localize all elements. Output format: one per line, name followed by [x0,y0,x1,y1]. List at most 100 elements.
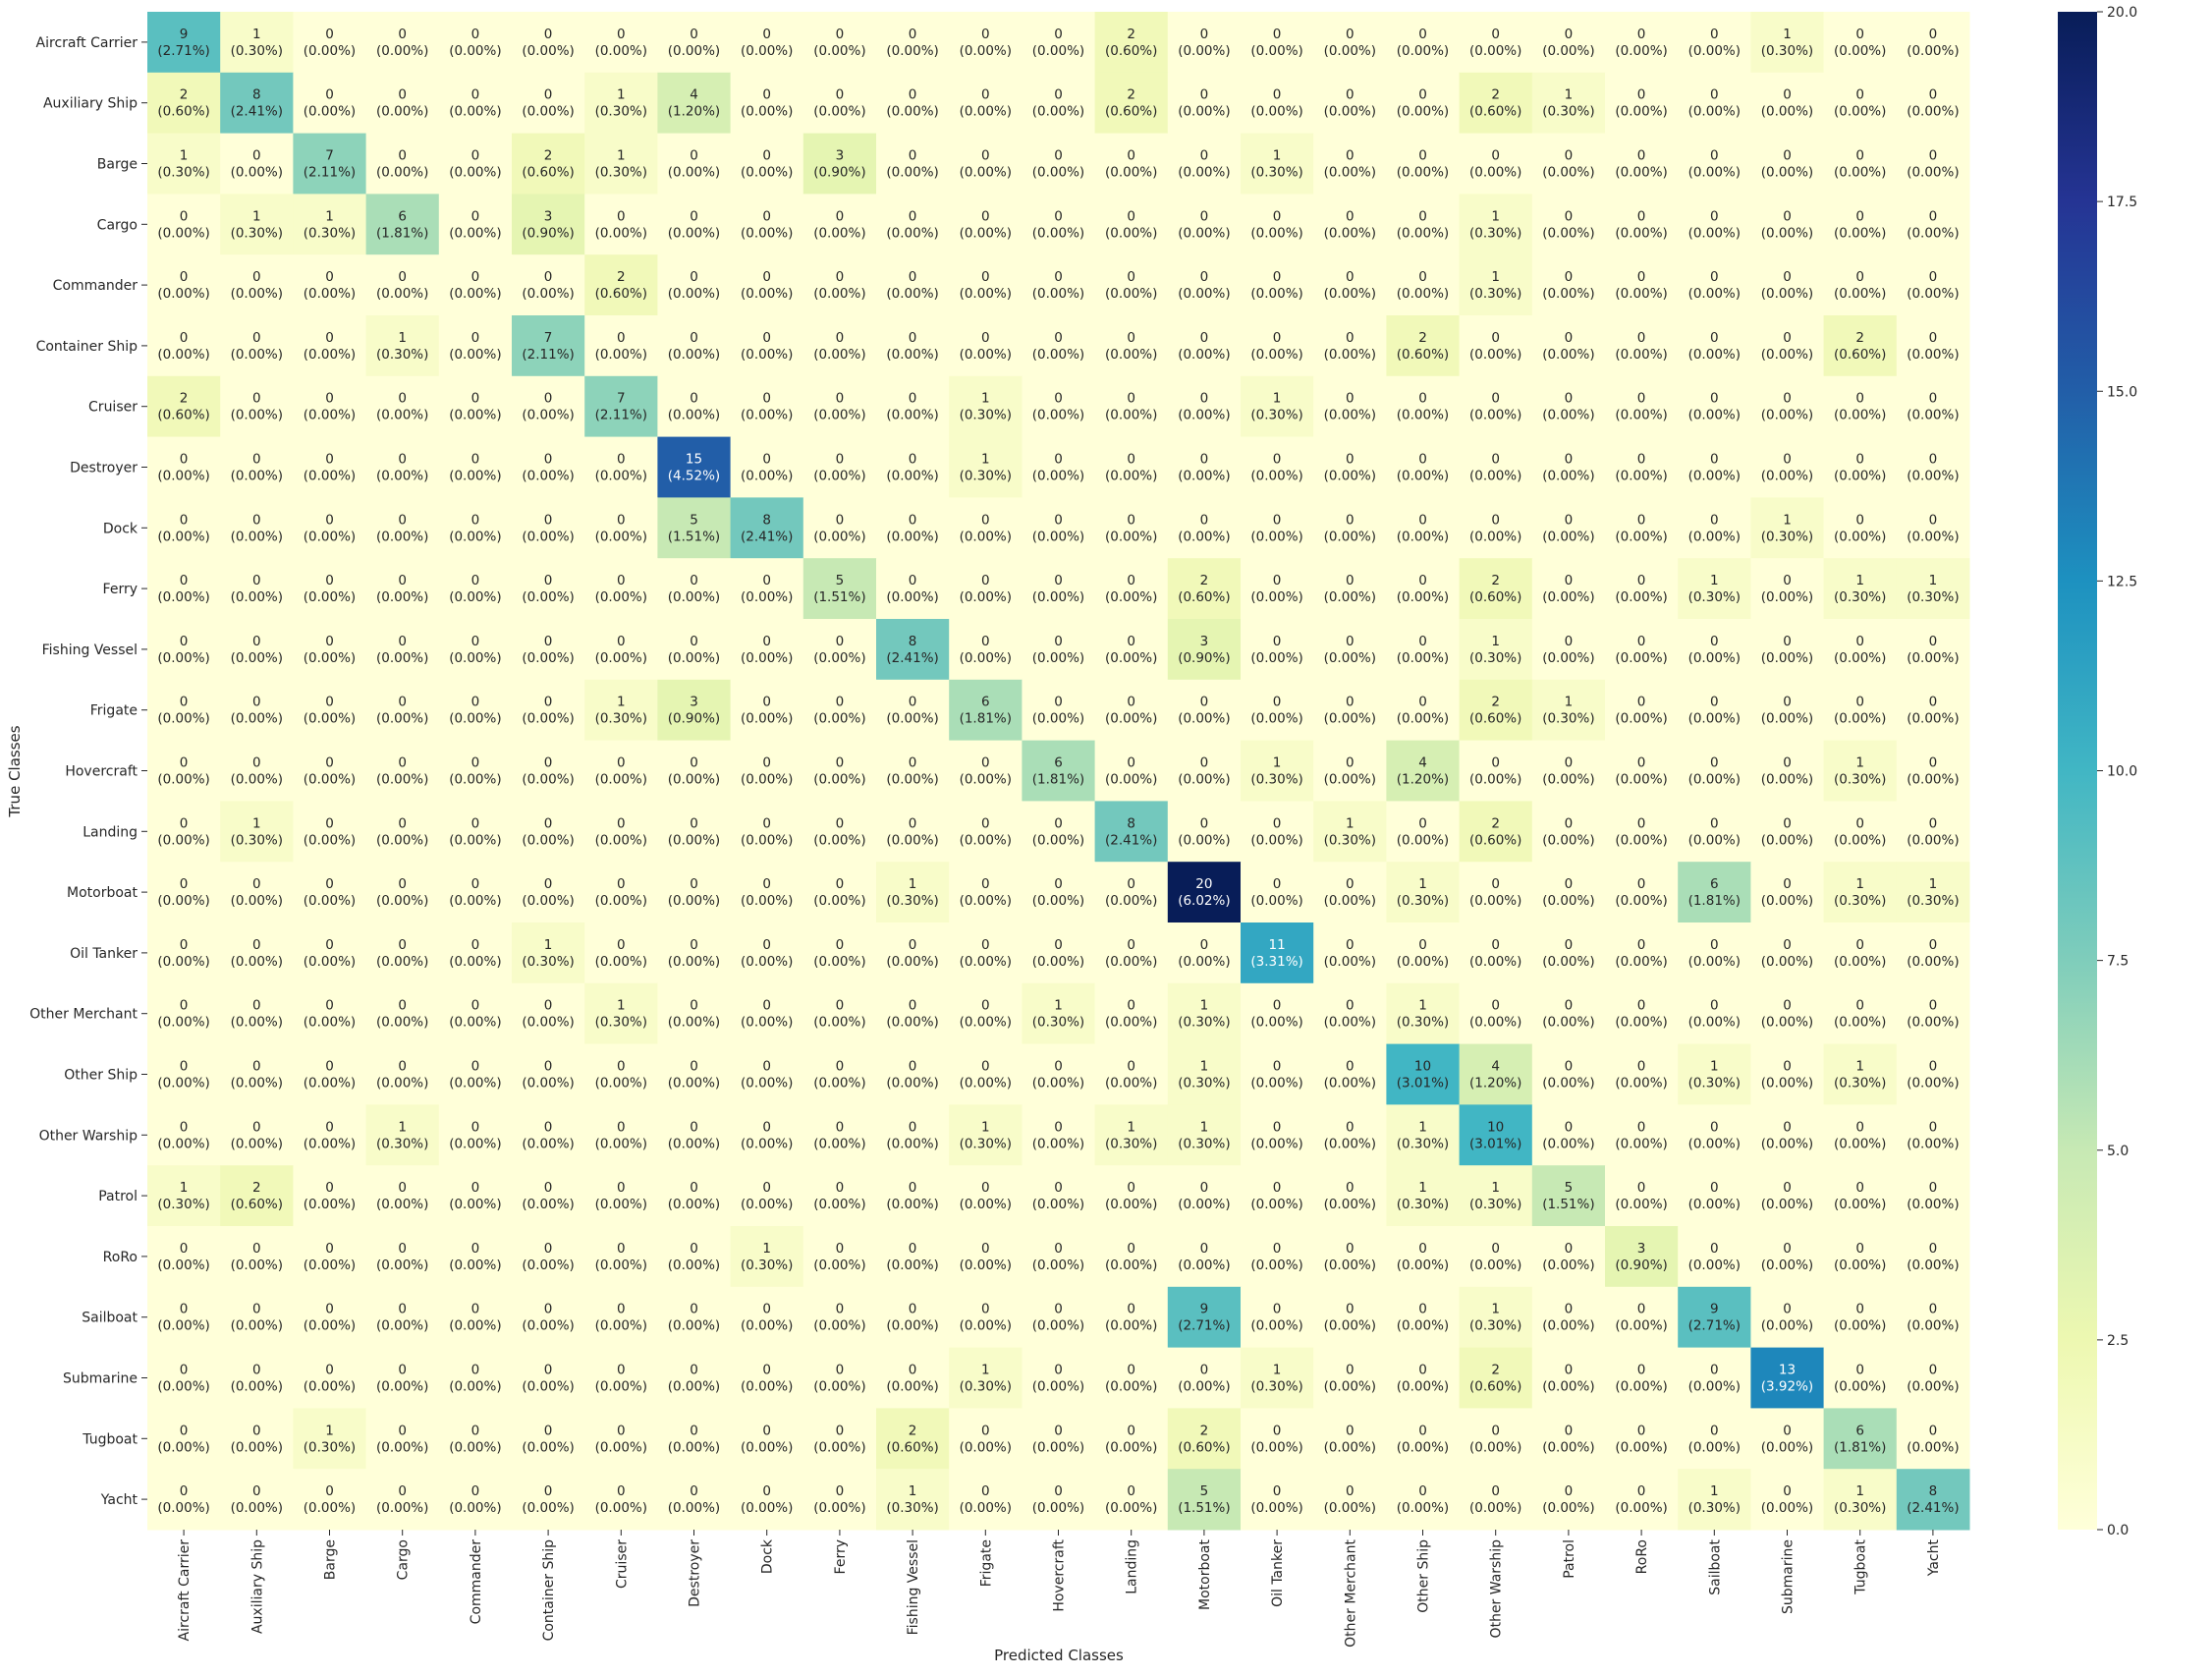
cell-count-label: 0 [836,876,845,892]
cell-count-label: 0 [180,815,189,831]
cell-count-label: 0 [1054,1119,1063,1135]
cell-percent-label: (0.90%) [1615,1258,1667,1273]
cell-percent-label: (2.11%) [522,347,574,363]
heatmap-cell [293,740,367,802]
cell-count-label: 0 [981,573,990,588]
cell-percent-label: (0.00%) [595,347,647,363]
cell-count-label: 0 [1855,937,1864,953]
cell-percent-label: (0.00%) [1324,1136,1376,1151]
heatmap-cell [1386,254,1461,316]
y-tick-label: Other Merchant [29,1007,138,1023]
cell-percent-label: (0.00%) [1761,408,1813,423]
cell-count-label: 0 [1200,269,1209,285]
cell-percent-label: (0.00%) [595,529,647,544]
cell-percent-label: (0.00%) [960,1015,1012,1031]
cell-count-label: 0 [1200,1363,1209,1378]
cell-percent-label: (0.00%) [157,772,209,788]
cell-count-label: 1 [252,27,261,42]
heatmap-cell [293,12,367,74]
cell-percent-label: (0.00%) [960,1439,1012,1455]
cell-percent-label: (0.00%) [886,832,938,848]
cell-percent-label: (0.00%) [231,1379,283,1395]
cell-percent-label: (0.00%) [1250,1439,1302,1455]
cell-count-label: 0 [1418,1363,1427,1378]
heatmap-cell [147,254,221,316]
cell-count-label: 0 [1127,330,1135,346]
cell-count-label: 0 [325,937,334,953]
cell-count-label: 0 [1565,1423,1574,1438]
cell-count-label: 1 [1855,573,1864,588]
cell-percent-label: (0.00%) [1542,165,1594,181]
cell-count-label: 0 [544,998,553,1014]
heatmap-cell [1022,254,1096,316]
x-tick-label: Aircraft Carrier [177,1539,193,1642]
cell-count-label: 0 [1491,391,1500,407]
cell-count-label: 1 [1855,755,1864,771]
cell-count-label: 0 [836,937,845,953]
cell-percent-label: (0.00%) [1105,1015,1157,1031]
cell-count-label: 3 [1637,1241,1646,1257]
cell-percent-label: (0.00%) [595,772,647,788]
heatmap-cell [876,801,950,863]
cell-count-label: 8 [1127,815,1135,831]
cell-count-label: 0 [252,1423,261,1438]
cell-percent-label: (0.00%) [1834,529,1886,544]
heatmap-cell [438,194,513,255]
cell-percent-label: (0.00%) [960,1318,1012,1334]
cell-percent-label: (0.00%) [522,43,574,59]
cell-percent-label: (0.00%) [741,1076,793,1091]
cell-count-label: 0 [252,695,261,710]
cell-count-label: 2 [1200,573,1209,588]
cell-count-label: 0 [1200,391,1209,407]
cell-percent-label: (0.00%) [1761,832,1813,848]
cell-percent-label: (0.00%) [886,408,938,423]
cell-percent-label: (0.00%) [1615,1136,1667,1151]
cell-percent-label: (0.60%) [1105,43,1157,59]
heatmap-cell [1678,133,1751,195]
cell-percent-label: (0.00%) [1615,469,1667,484]
cell-percent-label: (0.00%) [449,1076,501,1091]
cell-count-label: 0 [544,512,553,528]
cell-percent-label: (0.00%) [595,1076,647,1091]
heatmap-cell [147,194,221,255]
cell-percent-label: (0.00%) [1907,832,1959,848]
cell-percent-label: (0.00%) [1907,772,1959,788]
cell-count-label: 0 [180,573,189,588]
cell-percent-label: (0.00%) [1615,1318,1667,1334]
cell-count-label: 0 [1054,1302,1063,1317]
heatmap-cell [1605,194,1679,255]
cell-percent-label: (0.00%) [522,1318,574,1334]
cell-count-label: 1 [1929,573,1938,588]
cell-count-label: 0 [1637,998,1646,1014]
cell-count-label: 1 [1491,208,1500,224]
cell-count-label: 0 [1418,148,1427,164]
cell-percent-label: (0.00%) [668,1500,720,1516]
cell-count-label: 1 [981,452,990,468]
cell-percent-label: (0.00%) [1105,469,1157,484]
cell-percent-label: (0.00%) [1032,104,1084,120]
cell-percent-label: (0.00%) [1178,225,1230,241]
heatmap-cell [1386,72,1461,135]
cell-count-label: 0 [1565,330,1574,346]
heatmap-cell [730,12,804,74]
cell-count-label: 1 [617,87,626,103]
cell-percent-label: (0.00%) [813,408,865,423]
cell-count-label: 0 [398,695,407,710]
cell-percent-label: (0.00%) [1615,347,1667,363]
cell-percent-label: (0.00%) [886,286,938,302]
cell-count-label: 0 [1929,695,1938,710]
heatmap-cell [1823,72,1898,135]
cell-count-label: 0 [1273,815,1282,831]
cell-count-label: 0 [1783,1483,1792,1499]
cell-count-label: 0 [398,1483,407,1499]
cell-count-label: 0 [325,998,334,1014]
heatmap-cell [1094,72,1169,135]
heatmap-cell [512,740,585,802]
heatmap-cell [1167,801,1242,863]
cell-count-label: 0 [909,148,917,164]
cell-percent-label: (2.71%) [1688,1318,1741,1334]
cell-percent-label: (0.00%) [1250,832,1302,848]
cell-count-label: 0 [617,1119,626,1135]
heatmap-cell [1750,801,1825,863]
cell-percent-label: (0.30%) [1250,772,1302,788]
